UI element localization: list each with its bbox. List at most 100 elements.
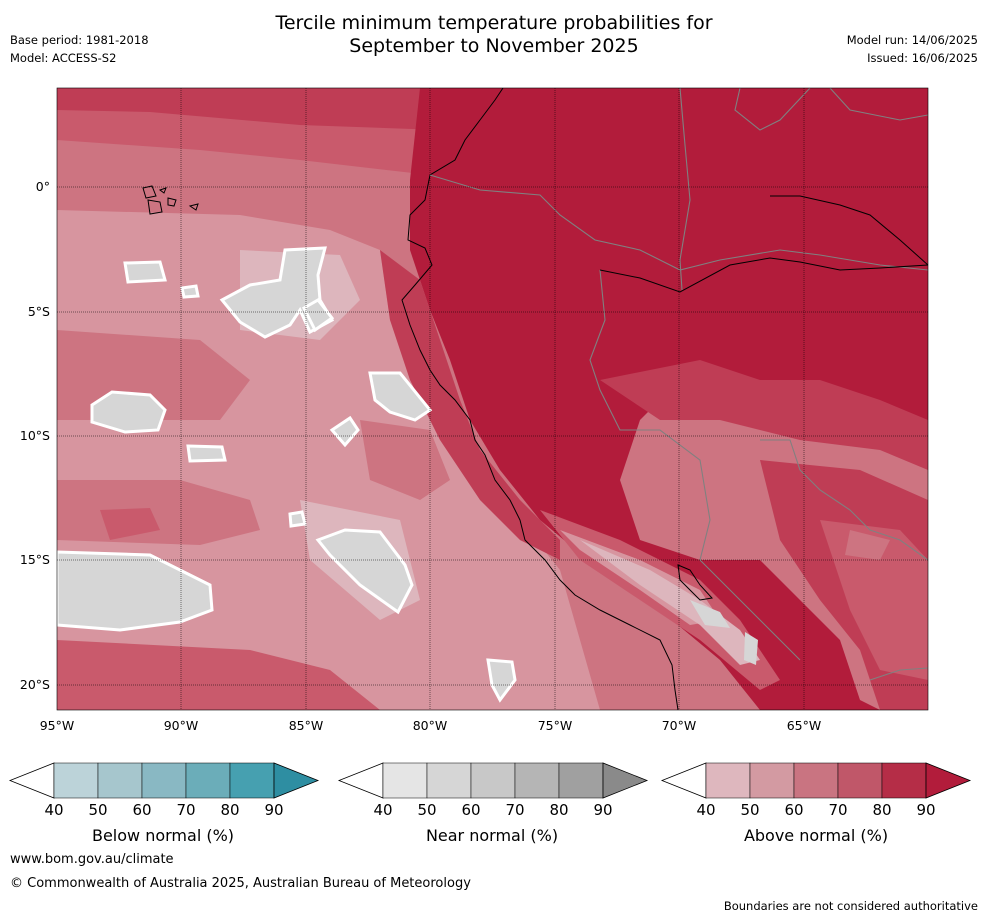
border-peru-brazil bbox=[589, 269, 711, 561]
legend-title-below: Below normal (%) bbox=[91, 826, 235, 845]
legend-tick-label: 50 bbox=[740, 801, 760, 819]
near-normal-patch-5 bbox=[368, 371, 433, 422]
legend-arrow-high bbox=[602, 762, 649, 799]
legend-tick-label: 80 bbox=[220, 801, 240, 819]
legend-tick-label: 90 bbox=[593, 801, 613, 819]
legend-swatch bbox=[705, 762, 751, 799]
border-vertical bbox=[679, 88, 691, 291]
legend-tick-label: 80 bbox=[549, 801, 569, 819]
lon-label: 90°W bbox=[163, 718, 199, 733]
continent-above-90 bbox=[410, 88, 928, 710]
base-period: Base period: 1981-2018 bbox=[10, 33, 149, 47]
near-normal-patch-3 bbox=[90, 390, 167, 434]
lon-label: 75°W bbox=[537, 718, 573, 733]
near-normal-patch-11 bbox=[288, 510, 307, 528]
legend-swatch bbox=[558, 762, 604, 799]
legend-tick-label: 90 bbox=[264, 801, 284, 819]
legend-tick-label: 40 bbox=[373, 801, 393, 819]
patch-small-ocean bbox=[100, 508, 160, 540]
lat-label: 15°S bbox=[19, 552, 50, 567]
legend-arrow-high bbox=[925, 762, 972, 799]
near-normal-patch-9 bbox=[486, 658, 517, 703]
border-venezuela bbox=[829, 88, 928, 121]
legend-swatch bbox=[881, 762, 927, 799]
legend-title-above: Above normal (%) bbox=[743, 826, 889, 845]
continent-above-60-patch bbox=[845, 530, 890, 560]
near-normal-patch-4 bbox=[315, 528, 414, 615]
lon-label: 65°W bbox=[786, 718, 822, 733]
legend-swatch bbox=[470, 762, 516, 799]
near-normal-patch-6 bbox=[123, 260, 167, 284]
legend-arrow-low bbox=[660, 762, 707, 799]
near-normal-patch-12 bbox=[302, 298, 335, 333]
coastal-above-80 bbox=[380, 250, 560, 560]
border-bolivia bbox=[699, 559, 801, 661]
legend-swatch bbox=[793, 762, 839, 799]
lon-label: 70°W bbox=[661, 718, 697, 733]
legend-swatch bbox=[97, 762, 143, 799]
near-normal-patch-7 bbox=[329, 415, 360, 448]
model-name: Model: ACCESS-S2 bbox=[10, 51, 117, 65]
legend-swatch bbox=[426, 762, 472, 799]
near-normal-patch-8 bbox=[186, 444, 227, 463]
lon-label: 85°W bbox=[288, 718, 324, 733]
legend-swatch bbox=[382, 762, 428, 799]
legend-swatch bbox=[514, 762, 560, 799]
lat-label: 10°S bbox=[19, 428, 50, 443]
altiplano-near-50 bbox=[690, 600, 730, 628]
legend-swatch bbox=[229, 762, 275, 799]
meta-right: Model run: 14/06/2025 Issued: 16/06/2025 bbox=[847, 31, 978, 67]
galapagos-islands bbox=[142, 185, 199, 215]
footer-disclaimer: Boundaries are not considered authoritat… bbox=[723, 899, 978, 913]
issued-date: Issued: 16/06/2025 bbox=[867, 51, 978, 65]
legend-tick-label: 60 bbox=[461, 801, 481, 819]
near-normal-patch-10 bbox=[180, 284, 200, 299]
legend-tick-label: 50 bbox=[88, 801, 108, 819]
band-north-ocean-strong bbox=[57, 88, 460, 130]
title-line-1: Tercile minimum temperature probabilitie… bbox=[275, 12, 713, 34]
legend-arrow-low bbox=[337, 762, 384, 799]
coastline bbox=[401, 88, 679, 710]
footer-website[interactable]: www.bom.gov.au/climate bbox=[10, 852, 174, 867]
patch-south-ocean bbox=[57, 640, 380, 710]
legend-tick-label: 70 bbox=[505, 801, 525, 819]
continent-above-80-band bbox=[600, 360, 928, 470]
altiplano-above-40 bbox=[580, 540, 760, 665]
patch-central-ocean bbox=[360, 420, 450, 500]
legend-tick-label: 40 bbox=[696, 801, 716, 819]
footer-copyright: © Commonwealth of Australia 2025, Austra… bbox=[10, 876, 471, 891]
border-south-east bbox=[869, 667, 928, 681]
legend-arrow-low bbox=[8, 762, 55, 799]
amazon-river bbox=[599, 257, 928, 293]
title-line-2: September to November 2025 bbox=[349, 35, 639, 57]
map-area bbox=[57, 88, 928, 710]
altiplano-near-50-b bbox=[744, 632, 758, 665]
legend-tick-label: 60 bbox=[784, 801, 804, 819]
legend-swatch bbox=[837, 762, 883, 799]
model-run: Model run: 14/06/2025 bbox=[846, 33, 978, 47]
legend-tick-label: 90 bbox=[916, 801, 936, 819]
border-guianas bbox=[734, 88, 811, 131]
border-bolivia-brazil bbox=[760, 439, 928, 561]
lat-label: 0° bbox=[35, 179, 50, 194]
legend-tick-label: 40 bbox=[44, 801, 64, 819]
legend-swatch bbox=[53, 762, 99, 799]
legend-tick-label: 70 bbox=[176, 801, 196, 819]
lat-label: 20°S bbox=[19, 677, 50, 692]
map-frame bbox=[56, 87, 929, 711]
lon-label: 80°W bbox=[412, 718, 448, 733]
lake-titicaca bbox=[677, 564, 713, 601]
legend-swatch bbox=[141, 762, 187, 799]
legend-tick-label: 70 bbox=[828, 801, 848, 819]
river-negro bbox=[770, 195, 928, 266]
legend-swatch bbox=[185, 762, 231, 799]
legend-arrow-high bbox=[273, 762, 320, 799]
lat-label: 5°S bbox=[27, 304, 50, 319]
legends bbox=[8, 762, 972, 799]
map-title: Tercile minimum temperature probabilitie… bbox=[0, 12, 988, 58]
gridlines bbox=[57, 88, 928, 710]
lon-label: 95°W bbox=[39, 718, 75, 733]
legend-swatch bbox=[749, 762, 795, 799]
border-north bbox=[429, 174, 928, 271]
